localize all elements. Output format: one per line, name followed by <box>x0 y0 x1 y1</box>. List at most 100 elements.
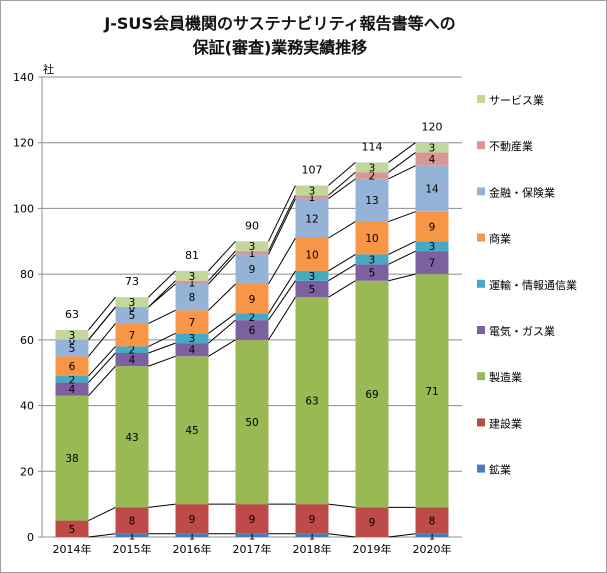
bar-segment <box>355 280 389 508</box>
bar-segment <box>235 313 269 321</box>
bar-segment <box>115 297 149 307</box>
series-line <box>388 273 416 282</box>
data-label: 12 <box>305 213 318 225</box>
chart-title-line-2: 保証(審査)業務実績推移 <box>192 38 368 57</box>
data-label: 9 <box>309 514 316 526</box>
bar-segment <box>115 366 149 508</box>
bar-segment <box>415 211 449 242</box>
series-line <box>148 332 176 347</box>
total-label: 81 <box>185 249 199 262</box>
bar-segment <box>55 382 89 396</box>
bar-segment <box>55 520 89 537</box>
series-line <box>328 263 356 282</box>
data-label: 1 <box>189 277 196 289</box>
series-line <box>88 365 116 397</box>
bar-segment <box>115 323 149 347</box>
bar-segment <box>175 533 209 537</box>
data-label: 4 <box>69 384 76 396</box>
y-tick-label: 140 <box>13 71 34 84</box>
data-label: 5 <box>69 524 76 536</box>
data-label: 50 <box>245 417 258 429</box>
legend-swatch <box>477 418 485 427</box>
series-line <box>328 254 356 272</box>
x-tick-label: 2018年 <box>293 542 332 556</box>
series-line <box>268 198 296 255</box>
bar-segment <box>415 274 449 508</box>
legend-label: 金融・保険業 <box>489 185 555 199</box>
bar-segment <box>55 356 89 376</box>
y-tick-label: 120 <box>13 137 34 150</box>
series-line <box>148 342 176 354</box>
bar-segment <box>355 254 389 265</box>
series-line <box>388 250 416 265</box>
y-tick-label: 20 <box>20 465 34 478</box>
bar-segment <box>235 533 269 537</box>
data-label: 3 <box>309 271 316 283</box>
x-tick-label: 2014年 <box>53 542 92 556</box>
bar-segment <box>295 198 329 238</box>
data-label: 3 <box>429 143 436 155</box>
bar-segment <box>295 280 329 298</box>
total-label: 107 <box>302 163 323 176</box>
data-label: 3 <box>369 254 376 266</box>
legend-swatch <box>477 233 485 242</box>
series-line <box>88 346 116 377</box>
data-label: 5 <box>129 310 136 322</box>
legend-label: 商業 <box>489 232 511 246</box>
data-label: 43 <box>125 432 138 444</box>
bar-segment <box>415 533 449 537</box>
legend-label: サービス業 <box>489 94 544 107</box>
data-label: 4 <box>189 345 196 357</box>
legend-swatch <box>477 187 485 196</box>
series-line <box>388 240 416 255</box>
data-label: 6 <box>249 325 256 337</box>
series-line <box>268 296 296 341</box>
series-line <box>388 165 416 180</box>
data-label: 8 <box>189 292 196 304</box>
x-tick-label: 2015年 <box>113 542 152 556</box>
series-line <box>268 237 296 285</box>
x-tick-label: 2017年 <box>233 542 272 556</box>
data-label: 3 <box>189 333 196 345</box>
data-label: 5 <box>69 343 76 355</box>
legend-label: 製造業 <box>489 370 522 384</box>
data-label: 2 <box>129 345 136 357</box>
data-label: 9 <box>249 294 256 306</box>
total-label: 63 <box>65 308 79 321</box>
y-tick-label: 80 <box>20 268 34 281</box>
bar-segment <box>415 152 449 166</box>
bar-segment <box>415 165 449 212</box>
data-label: 9 <box>249 514 256 526</box>
series-line <box>208 319 236 344</box>
bar-segment <box>295 270 329 281</box>
bar-segment <box>115 346 149 353</box>
bar-segment <box>175 284 209 311</box>
legend-label: 不動産業 <box>489 139 533 153</box>
bar-segment <box>55 330 89 340</box>
data-label: 3 <box>69 330 76 342</box>
bar-segment <box>415 251 449 275</box>
total-label: 114 <box>362 140 383 153</box>
bar-segment <box>55 339 89 357</box>
legend-swatch <box>477 141 485 150</box>
data-label: 10 <box>305 249 318 261</box>
data-label: 1 <box>249 248 256 260</box>
bar-segment <box>175 333 209 344</box>
series-line <box>328 171 356 196</box>
bar-segment <box>355 507 389 537</box>
data-label: 1 <box>309 530 316 542</box>
series-line <box>148 309 176 324</box>
series-line <box>208 339 236 357</box>
data-label: 8 <box>429 516 436 528</box>
legend-label: 建設業 <box>489 416 522 430</box>
series-line <box>388 533 416 538</box>
bar-segment <box>295 533 329 537</box>
y-tick-label: 40 <box>20 400 34 413</box>
series-line <box>268 280 296 321</box>
bar-segment <box>415 507 449 534</box>
bar-segment <box>295 297 329 505</box>
data-label: 0 <box>69 335 76 347</box>
series-line <box>88 323 116 357</box>
data-label: 1 <box>249 530 256 542</box>
